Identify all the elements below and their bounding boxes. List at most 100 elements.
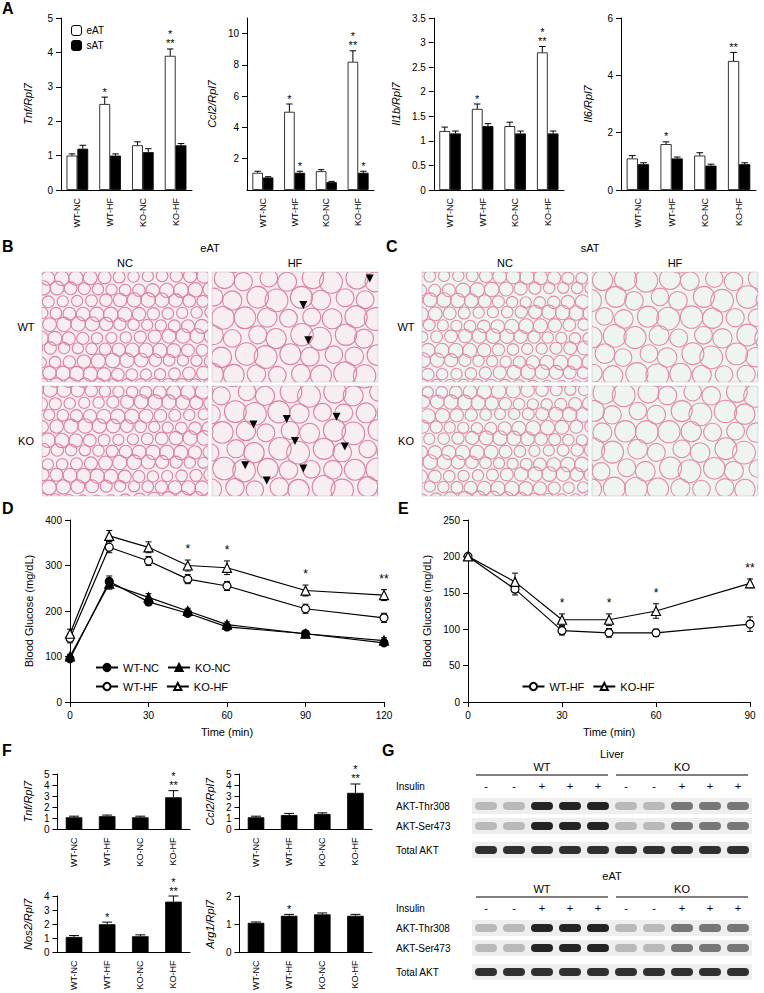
svg-text:150: 150 [443, 587, 460, 598]
svg-text:0: 0 [44, 824, 50, 835]
svg-text:30: 30 [143, 710, 155, 721]
svg-text:WT-HF: WT-HF [105, 198, 115, 227]
svg-text:4: 4 [233, 122, 239, 133]
svg-text:1: 1 [44, 813, 50, 824]
svg-text:0: 0 [607, 185, 613, 196]
svg-text:1: 1 [420, 135, 426, 146]
svg-text:+: + [679, 902, 685, 914]
svg-text:6: 6 [233, 91, 239, 102]
svg-text:+: + [735, 902, 741, 914]
svg-text:WT-NC: WT-NC [258, 198, 268, 228]
svg-text:**: ** [169, 885, 178, 897]
svg-text:WT-HF: WT-HF [290, 198, 300, 227]
svg-text:KO-HF: KO-HF [353, 198, 363, 227]
svg-text:WT-HF: WT-HF [549, 681, 584, 693]
svg-text:WT: WT [533, 883, 550, 895]
svg-text:*: * [303, 567, 308, 581]
svg-text:AKT-Ser473: AKT-Ser473 [396, 821, 451, 832]
svg-text:**: ** [729, 41, 738, 53]
svg-text:3.5: 3.5 [412, 13, 426, 24]
svg-text:0: 0 [465, 710, 471, 721]
svg-text:+: + [539, 902, 545, 914]
svg-text:+: + [679, 780, 685, 792]
svg-text:Blood Glucose (mg/dL): Blood Glucose (mg/dL) [23, 555, 35, 668]
svg-text:WT-HF: WT-HF [102, 960, 112, 989]
svg-text:1: 1 [226, 919, 232, 930]
svg-text:KO-NC: KO-NC [700, 198, 710, 228]
svg-text:**: ** [166, 37, 175, 49]
svg-text:**: ** [379, 572, 389, 586]
svg-text:**: ** [351, 772, 360, 784]
svg-text:-: - [484, 902, 488, 914]
svg-text:Insulin: Insulin [396, 781, 425, 792]
svg-text:2: 2 [44, 802, 50, 813]
svg-text:-: - [624, 902, 628, 914]
svg-text:KO-NC: KO-NC [510, 198, 520, 228]
svg-text:+: + [707, 902, 713, 914]
svg-text:3: 3 [47, 81, 53, 92]
svg-text:Liver: Liver [600, 748, 624, 760]
svg-text:4: 4 [44, 891, 50, 902]
svg-text:-: - [652, 780, 656, 792]
svg-text:2: 2 [226, 802, 232, 813]
svg-text:*: * [185, 542, 190, 556]
svg-text:0: 0 [226, 824, 232, 835]
svg-text:eAT: eAT [602, 870, 622, 882]
svg-text:1: 1 [226, 813, 232, 824]
svg-text:*: * [607, 596, 612, 610]
svg-text:WT-HF: WT-HF [667, 198, 677, 227]
svg-text:WT-NC: WT-NC [445, 198, 455, 228]
svg-text:KO-HF: KO-HF [350, 960, 360, 989]
svg-text:+: + [567, 780, 573, 792]
svg-text:KO-NC: KO-NC [135, 837, 145, 867]
svg-text:AKT-Thr308: AKT-Thr308 [396, 801, 450, 812]
svg-text:Nos2/Rpl7: Nos2/Rpl7 [22, 898, 34, 950]
svg-text:NC: NC [117, 257, 133, 269]
svg-text:KO-HF: KO-HF [734, 198, 744, 227]
svg-text:50: 50 [449, 660, 461, 671]
svg-text:400: 400 [45, 515, 62, 526]
svg-text:30: 30 [556, 710, 568, 721]
svg-text:3: 3 [226, 791, 232, 802]
svg-text:HF: HF [288, 257, 303, 269]
svg-text:WT-NC: WT-NC [72, 198, 82, 228]
svg-text:**: ** [169, 779, 178, 791]
svg-text:HF: HF [668, 257, 683, 269]
svg-text:WT-HF: WT-HF [123, 681, 158, 693]
svg-text:AKT-Ser473: AKT-Ser473 [396, 943, 451, 954]
svg-text:Il6/Rpl7: Il6/Rpl7 [582, 84, 594, 122]
svg-text:+: + [567, 902, 573, 914]
svg-text:*: * [654, 586, 659, 600]
svg-text:WT-NC: WT-NC [69, 960, 79, 990]
svg-text:8: 8 [233, 59, 239, 70]
svg-text:0: 0 [67, 710, 73, 721]
svg-text:+: + [707, 780, 713, 792]
svg-text:100: 100 [45, 651, 62, 662]
svg-text:3: 3 [44, 905, 50, 916]
svg-text:1: 1 [44, 933, 50, 944]
svg-text:WT-NC: WT-NC [251, 960, 261, 990]
svg-text:KO-NC: KO-NC [138, 198, 148, 228]
svg-text:WT-NC: WT-NC [633, 198, 643, 228]
svg-text:**: ** [538, 35, 547, 47]
svg-text:WT-NC: WT-NC [123, 662, 159, 674]
svg-text:300: 300 [45, 560, 62, 571]
svg-text:200: 200 [443, 551, 460, 562]
svg-text:120: 120 [376, 710, 393, 721]
svg-text:90: 90 [300, 710, 312, 721]
svg-text:5: 5 [44, 769, 50, 780]
svg-text:-: - [652, 902, 656, 914]
svg-text:+: + [539, 780, 545, 792]
svg-text:2: 2 [226, 891, 232, 902]
svg-text:KO-HF: KO-HF [168, 960, 178, 989]
svg-text:Tnf/Rpl7: Tnf/Rpl7 [22, 82, 34, 124]
svg-text:KO-NC: KO-NC [321, 198, 331, 228]
svg-text:*: * [225, 543, 230, 557]
svg-text:2: 2 [233, 153, 239, 164]
svg-text:eAT: eAT [87, 25, 105, 36]
svg-text:1: 1 [47, 150, 53, 161]
svg-text:**: ** [349, 39, 358, 51]
svg-text:0: 0 [47, 185, 53, 196]
svg-text:sAT: sAT [87, 40, 104, 51]
svg-text:KO: KO [398, 435, 414, 447]
